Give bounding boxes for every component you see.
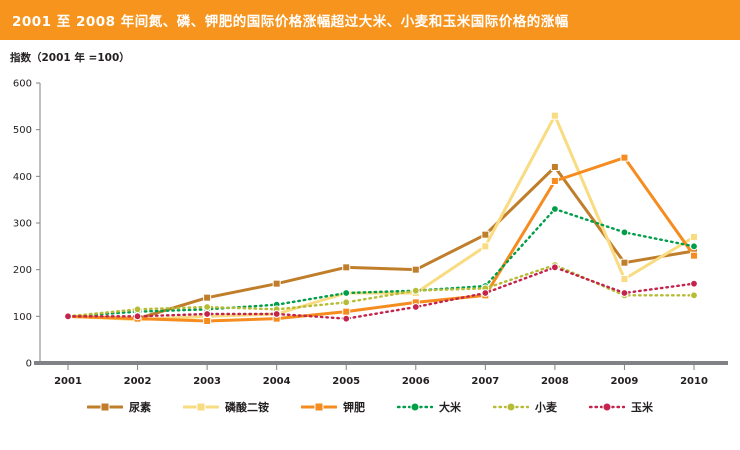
series-marker xyxy=(133,305,142,314)
series-line-3 xyxy=(66,207,696,318)
series-marker xyxy=(272,310,281,318)
series-marker xyxy=(550,205,559,213)
x-axis-tick-label: 2005 xyxy=(332,376,360,387)
legend-label: 钾肥 xyxy=(343,401,365,414)
series-marker xyxy=(620,153,629,162)
y-axis-tick-label: 100 xyxy=(13,312,32,323)
chart-title-banner: 2001 至 2008 年间氮、磷、钾肥的国际价格涨幅超过大米、小麦和玉米国际价… xyxy=(0,0,740,40)
series-marker xyxy=(481,230,490,239)
legend-item-1: 磷酸二铵 xyxy=(183,399,269,415)
legend-line-square-swatch xyxy=(301,402,337,412)
x-axis-tick-label: 2006 xyxy=(402,376,430,387)
legend-label: 尿素 xyxy=(129,401,151,414)
series-marker xyxy=(411,265,420,274)
legend-label: 大米 xyxy=(439,401,461,414)
series-marker xyxy=(690,279,698,288)
legend-item-0: 尿素 xyxy=(87,399,151,415)
legend: 尿素 磷酸二铵 钾肥 大米 小麦 玉米 xyxy=(0,399,740,415)
series-marker xyxy=(272,279,281,288)
y-axis-tick-label: 200 xyxy=(13,265,32,276)
series-marker xyxy=(203,317,212,325)
legend-item-2: 钾肥 xyxy=(301,399,365,415)
x-axis-tick-label: 2004 xyxy=(263,376,291,387)
x-axis-tick-label: 2002 xyxy=(124,376,152,387)
series-marker xyxy=(342,263,351,272)
series-marker xyxy=(690,291,698,300)
legend-label: 玉米 xyxy=(631,401,653,414)
legend-line-circle-swatch xyxy=(397,402,433,412)
y-axis-tick-label: 500 xyxy=(13,125,32,136)
y-axis-tick-label: 0 xyxy=(26,359,32,370)
series-marker xyxy=(133,312,142,321)
series-marker xyxy=(203,303,212,311)
x-axis-tick-label: 2007 xyxy=(471,376,499,387)
series-marker xyxy=(481,242,490,251)
legend-item-5: 玉米 xyxy=(589,399,653,415)
chart-title: 2001 至 2008 年间氮、磷、钾肥的国际价格涨幅超过大米、小麦和玉米国际价… xyxy=(12,14,569,30)
series-marker xyxy=(342,298,351,307)
y-axis-tick-label: 400 xyxy=(13,172,32,183)
series-marker xyxy=(64,312,72,321)
series-marker xyxy=(620,228,629,237)
series-line-4 xyxy=(66,263,696,318)
legend-label: 磷酸二铵 xyxy=(225,401,269,414)
series-line-1 xyxy=(66,114,696,322)
series-marker xyxy=(411,303,420,311)
series-line-5 xyxy=(66,266,696,320)
series-marker xyxy=(203,293,212,302)
series-marker xyxy=(550,177,559,185)
x-axis-tick-label: 2009 xyxy=(611,376,639,387)
series-marker xyxy=(342,307,351,316)
x-axis-tick-label: 2003 xyxy=(193,376,221,387)
series-marker xyxy=(550,263,559,272)
x-axis-tick-label: 2008 xyxy=(541,376,569,387)
series-line-2 xyxy=(66,156,696,323)
legend-item-4: 小麦 xyxy=(493,399,557,415)
series-marker xyxy=(550,111,559,120)
series-marker xyxy=(342,314,351,323)
chart-svg: 0 100 200 300 400 500 600 2001 2002 2003 2004 2005 2… xyxy=(13,79,728,387)
legend-line-circle-swatch xyxy=(493,402,529,412)
series-marker xyxy=(620,289,629,297)
axis-unit-label: 指数（2001 年 =100） xyxy=(10,52,130,64)
y-axis-tick-label: 600 xyxy=(13,79,32,90)
series-marker xyxy=(620,258,629,267)
series-marker xyxy=(690,233,698,241)
legend-line-circle-swatch xyxy=(589,402,625,412)
legend-line-square-swatch xyxy=(183,402,219,412)
legend-label: 小麦 xyxy=(535,401,557,414)
legend-line-square-swatch xyxy=(87,402,123,412)
legend-item-3: 大米 xyxy=(397,399,461,415)
series-marker xyxy=(481,289,490,297)
y-axis-tick-label: 300 xyxy=(13,219,32,230)
series-marker xyxy=(620,275,629,283)
x-axis-tick-label: 2001 xyxy=(54,376,82,387)
series-marker xyxy=(342,289,351,297)
series-marker xyxy=(690,251,698,260)
series-marker xyxy=(203,310,212,318)
series-marker xyxy=(690,242,698,251)
series-marker xyxy=(550,163,559,171)
series-marker xyxy=(411,286,420,295)
x-axis-tick-label: 2010 xyxy=(680,376,708,387)
